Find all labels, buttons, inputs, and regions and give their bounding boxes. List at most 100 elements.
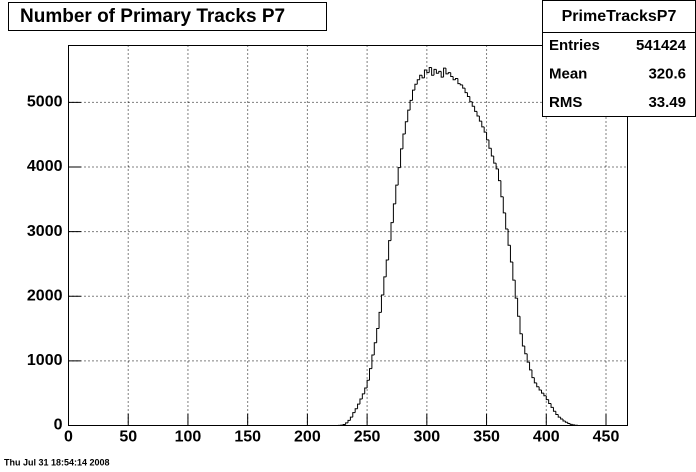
histogram-bin — [486, 132, 489, 141]
histogram-bin — [357, 403, 360, 409]
histogram-bin — [548, 399, 552, 405]
histogram-bin — [466, 92, 470, 98]
histogram-bin — [414, 83, 418, 91]
frame — [68, 45, 628, 426]
y-tick-label: 3000 — [27, 223, 63, 240]
histogram-bin — [509, 245, 513, 263]
x-tick-label: 50 — [119, 429, 137, 446]
histogram-bin — [545, 395, 549, 401]
histogram-bin — [462, 84, 466, 89]
histogram-bin — [445, 68, 449, 75]
histogram-bin — [359, 398, 363, 405]
histogram-bin — [529, 362, 532, 371]
histogram-bin — [349, 416, 353, 421]
histogram-bin — [524, 346, 528, 355]
histogram-bin — [392, 203, 396, 223]
histogram-bin — [550, 403, 554, 408]
histogram-bin — [514, 280, 518, 299]
histogram-bin — [572, 424, 575, 426]
histogram-bin — [536, 382, 540, 388]
title-box — [8, 2, 327, 31]
histogram-bin — [416, 79, 420, 85]
histogram-bin — [521, 333, 525, 347]
x-tick-label: 350 — [473, 429, 500, 446]
y-tick-label: 2000 — [27, 287, 63, 304]
histogram-bin — [345, 422, 348, 425]
stats-title: PrimeTracksP7 — [562, 8, 677, 25]
histogram-bin — [474, 106, 477, 112]
histogram-bin — [431, 67, 434, 76]
histogram-bin — [567, 422, 571, 425]
y-tick-label: 1000 — [27, 352, 63, 369]
stats-label: Mean — [549, 65, 587, 82]
histogram-bin — [569, 423, 573, 425]
histogram-bin — [557, 414, 561, 418]
histogram-bin — [488, 139, 492, 149]
histogram-bin — [412, 89, 415, 101]
histogram-bin — [531, 369, 535, 379]
histogram-bin — [421, 75, 425, 79]
histogram-bin — [512, 261, 516, 281]
histogram-bin — [388, 240, 391, 261]
x-tick-label: 400 — [533, 429, 560, 446]
histogram-bin — [495, 163, 499, 170]
histogram-bin — [352, 412, 356, 418]
histogram-bin — [562, 419, 566, 422]
histogram-bin — [498, 168, 501, 182]
histogram-bin — [443, 67, 446, 78]
histogram-bin — [419, 74, 423, 80]
x-tick-label: 0 — [64, 429, 73, 446]
histogram-bin — [543, 393, 547, 397]
histogram-bin — [376, 328, 380, 343]
histogram-bin — [481, 121, 485, 128]
histogram-bin — [428, 66, 432, 73]
histogram-bin — [385, 259, 389, 277]
histogram-bin — [407, 109, 411, 122]
histogram-bin — [383, 276, 387, 295]
histogram-bin — [400, 148, 403, 168]
histogram-bin — [478, 115, 482, 122]
histogram-bin — [483, 126, 487, 133]
chart-title: Number of Primary Tracks P7 — [20, 6, 285, 27]
x-tick-label: 100 — [175, 429, 202, 446]
histogram-bin — [373, 342, 377, 356]
histogram-bin — [502, 196, 506, 214]
histogram-bin — [438, 70, 442, 74]
histogram-bin — [560, 417, 563, 420]
histogram-bin — [366, 379, 370, 389]
histogram-bin — [397, 167, 401, 186]
histogram-bin — [450, 72, 454, 78]
stats-value: 541424 — [636, 37, 687, 54]
histogram-bin — [505, 212, 509, 230]
stats-label: RMS — [549, 94, 582, 111]
histogram-bin — [555, 411, 559, 416]
histogram-bin — [574, 424, 578, 426]
histogram-bin — [464, 88, 468, 94]
histogram-bin — [526, 353, 530, 363]
histogram-bin — [476, 111, 480, 117]
histogram-bin — [459, 83, 463, 86]
histogram-bin — [395, 184, 399, 204]
histogram-bin — [538, 386, 542, 391]
stats-value: 33.49 — [648, 94, 686, 111]
histogram-bin — [390, 222, 394, 241]
y-tick-label: 0 — [54, 417, 63, 434]
histogram-bin — [517, 298, 520, 317]
histogram-bin — [519, 316, 523, 335]
histogram-bin — [378, 311, 382, 329]
histogram-bin — [457, 78, 461, 85]
y-tick-label: 4000 — [27, 158, 63, 175]
x-tick-label: 200 — [294, 429, 321, 446]
histogram-bin — [469, 96, 473, 103]
x-tick-label: 250 — [354, 429, 381, 446]
x-tick-label: 450 — [593, 429, 620, 446]
histogram-bin — [455, 77, 458, 80]
histogram-bin — [380, 294, 384, 313]
histogram-bin — [493, 156, 497, 164]
histogram-bin — [364, 387, 368, 394]
histogram-bin — [354, 408, 358, 413]
x-tick-label: 300 — [413, 429, 440, 446]
histogram-bin — [552, 407, 556, 412]
histogram-bin — [435, 69, 439, 74]
histogram-bin — [361, 393, 365, 400]
